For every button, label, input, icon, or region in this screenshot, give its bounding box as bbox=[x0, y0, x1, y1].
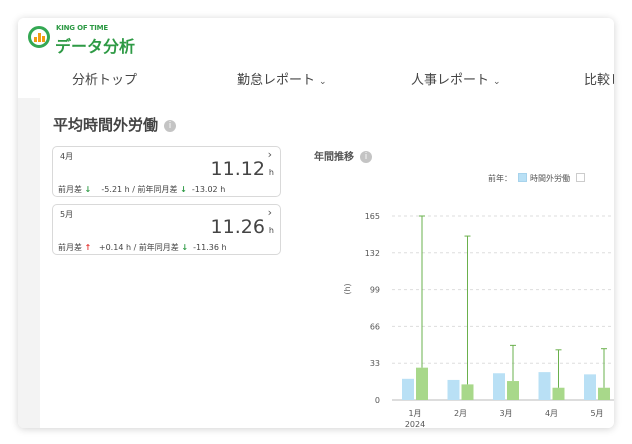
arrow-down-icon: ↓ bbox=[180, 185, 187, 194]
nav-item-analysis-top[interactable]: 分析トップ bbox=[72, 73, 138, 88]
y-tick-label: 165 bbox=[365, 212, 380, 221]
x-tick-label: 2月 bbox=[454, 409, 467, 418]
nav-item-hr-report[interactable]: 人事レポート ⌄ bbox=[411, 73, 501, 88]
arrow-up-icon: ↑ bbox=[84, 243, 92, 252]
y-tick-label: 132 bbox=[365, 249, 380, 258]
card-value: 11.12 h bbox=[210, 158, 274, 180]
bar-prev-year bbox=[538, 372, 551, 400]
chart-legend: 前年： 時間外労働 bbox=[488, 173, 585, 184]
app-window: KING OF TIME データ分析 分析トップ 勤怠レポート ⌄ 人事レポート ⌄… bbox=[18, 18, 614, 428]
y-tick-label: 66 bbox=[370, 322, 380, 331]
bar-current-year bbox=[416, 367, 428, 400]
legend-label: 時間外労働 bbox=[530, 174, 570, 183]
y-tick-label: 0 bbox=[375, 396, 380, 405]
bar-current-year bbox=[507, 381, 519, 400]
page-title: 平均時間外労働 i bbox=[53, 114, 177, 135]
logo-brand-title: データ分析 bbox=[55, 37, 136, 56]
logo-bars-icon bbox=[34, 33, 46, 42]
nav-item-comparison-report[interactable]: 比較レ bbox=[584, 73, 614, 88]
logo-brand-small: KING OF TIME bbox=[56, 24, 108, 32]
bar-prev-year bbox=[447, 379, 460, 400]
arrow-down-icon: ↓ bbox=[181, 243, 189, 252]
legend-swatch[interactable] bbox=[518, 173, 527, 182]
nav-item-attendance-report[interactable]: 勤怠レポート ⌄ bbox=[237, 73, 327, 88]
month-card-may[interactable]: 5月 › 11.26 h 前月差 ↑ +0.14 h / 前年同月差 ↓ -11.… bbox=[52, 204, 281, 255]
bar-prev-year bbox=[493, 373, 505, 400]
y-tick-label: 99 bbox=[370, 286, 380, 295]
chevron-down-icon: ⌄ bbox=[319, 77, 327, 87]
chart-title: 年間推移 i bbox=[314, 148, 372, 163]
overtime-chart: 0 33 66 99 132 165 1月 2024 2月 3月 4月 5月 (h) bbox=[343, 212, 614, 428]
chevron-right-icon[interactable]: › bbox=[267, 206, 272, 219]
bar-current-year bbox=[598, 387, 610, 400]
info-icon[interactable]: i bbox=[164, 119, 177, 132]
arrow-down-icon: ↓ bbox=[84, 185, 92, 194]
overtime-panel: 平均時間外労働 i 4月 › 11.12 h 前月差 ↓ -5.21 h / 前年同… bbox=[40, 98, 614, 428]
card-month: 4月 bbox=[60, 152, 74, 161]
x-tick-label: 4月 bbox=[545, 409, 558, 418]
logo-chart-icon bbox=[28, 26, 50, 48]
x-tick-label: 1月 bbox=[408, 409, 421, 418]
x-tick-label: 5月 bbox=[590, 409, 603, 418]
info-icon[interactable]: i bbox=[360, 151, 372, 163]
card-diff: 前月差 ↓ -5.21 h / 前年同月差 ↓ -13.02 h bbox=[58, 185, 226, 194]
bar-current-year bbox=[461, 384, 474, 400]
main-nav: 分析トップ 勤怠レポート⌄ 人事レポート⌄ 比較レ bbox=[18, 58, 614, 98]
card-diff: 前月差 ↑ +0.14 h / 前年同月差 ↓ -11.36 h bbox=[58, 243, 227, 252]
chevron-down-icon: ⌄ bbox=[493, 77, 501, 87]
y-axis-label: (h) bbox=[343, 283, 352, 294]
content-area: 平均時間外労働 i 4月 › 11.12 h 前月差 ↓ -5.21 h / 前年同… bbox=[18, 98, 614, 428]
chevron-right-icon[interactable]: › bbox=[267, 148, 272, 161]
top-bar: KING OF TIME データ分析 bbox=[18, 18, 614, 58]
bar-prev-year bbox=[402, 378, 414, 400]
card-month: 5月 bbox=[60, 210, 74, 219]
x-tick-label: 3月 bbox=[499, 409, 512, 418]
bar-prev-year bbox=[584, 374, 596, 400]
card-value: 11.26 h bbox=[210, 216, 274, 238]
legend-swatch[interactable] bbox=[576, 173, 585, 182]
x-tick-sublabel: 2024 bbox=[405, 420, 425, 428]
month-card-april[interactable]: 4月 › 11.12 h 前月差 ↓ -5.21 h / 前年同月差 ↓ -13.… bbox=[52, 146, 281, 197]
y-tick-label: 33 bbox=[370, 359, 380, 368]
app-logo[interactable]: KING OF TIME データ分析 bbox=[28, 24, 168, 56]
bar-current-year bbox=[552, 387, 565, 400]
